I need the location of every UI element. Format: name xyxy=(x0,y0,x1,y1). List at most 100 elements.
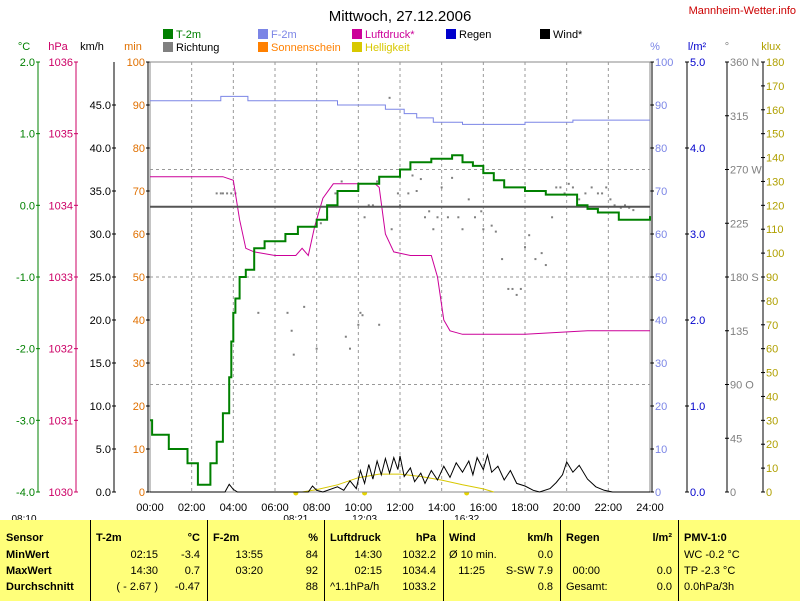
direction-point xyxy=(584,192,587,195)
wind-axis-tick-label: 15.0 xyxy=(90,358,111,370)
weather-chart: Mittwoch, 27.12.2006 Mannheim-Wetter.inf… xyxy=(11,5,796,525)
rain-axis-unit: l/m² xyxy=(688,41,707,53)
direction-point xyxy=(494,230,497,233)
f2m-min-time: 13:55 xyxy=(235,549,263,561)
rain-max-value: 0.0 xyxy=(656,565,672,577)
humid-axis-tick-label: 20 xyxy=(655,401,667,413)
x-tick-label: 18:00 xyxy=(511,502,539,514)
temp-axis-tick-label: -2.0 xyxy=(16,344,35,356)
pressure-axis-unit: hPa xyxy=(48,41,68,53)
direction-point xyxy=(601,192,604,195)
wind-max-value: S-SW 7.9 xyxy=(505,565,553,577)
direction-point xyxy=(359,311,362,314)
temperature-line xyxy=(150,154,651,486)
humid-axis-tick-label: 100 xyxy=(655,57,673,69)
lux-axis-tick-label: 100 xyxy=(766,248,784,260)
direction-point xyxy=(540,252,543,255)
lux-axis-tick-label: 80 xyxy=(766,296,778,308)
wind-axis-tick-label: 25.0 xyxy=(90,272,111,284)
x-tick-label: 04:00 xyxy=(220,502,248,514)
pmv-line-3: 0.0hPa/3h xyxy=(684,581,735,593)
header-regen: Regen xyxy=(566,532,600,544)
temp-axis-tick-label: 1.0 xyxy=(20,129,35,141)
header-t2m: T-2m xyxy=(96,532,122,544)
direction-point xyxy=(226,192,229,195)
lux-axis-tick-label: 110 xyxy=(766,224,784,236)
sun-axis-tick-label: 10 xyxy=(133,444,145,456)
direction-point xyxy=(461,228,464,231)
direction-point xyxy=(367,204,370,207)
sun-axis-tick-label: 0 xyxy=(139,487,145,499)
x-tick-label: 22:00 xyxy=(595,502,623,514)
wind-min-value: 0.0 xyxy=(537,549,553,561)
f2m-max-time: 03:20 xyxy=(235,565,263,577)
direction-point xyxy=(411,174,414,177)
pmv-line-1: WC -0.2 °C xyxy=(684,549,740,561)
pressure-axis-tick-label: 1032 xyxy=(49,344,73,356)
humid-axis-tick-label: 10 xyxy=(655,444,667,456)
lux-axis-tick-label: 170 xyxy=(766,81,784,93)
lux-axis-tick-label: 0 xyxy=(766,487,772,499)
direction-point xyxy=(605,186,608,189)
direction-point xyxy=(609,198,612,201)
x-tick-label: 08:00 xyxy=(303,502,331,514)
wind-axis-tick-label: 0.0 xyxy=(96,487,111,499)
humid-axis-tick-label: 70 xyxy=(655,186,667,198)
wind-axis-tick-label: 5.0 xyxy=(96,444,111,456)
legend-label-t2m: T-2m xyxy=(176,29,201,41)
sun-axis-tick-label: 60 xyxy=(133,229,145,241)
legend-swatch-helligkeit xyxy=(352,42,362,52)
legend-swatch-richtung xyxy=(163,42,173,52)
brightness-line xyxy=(302,473,494,493)
direction-point xyxy=(344,335,347,338)
lux-axis-tick-label: 180 xyxy=(766,57,784,69)
direction-point xyxy=(457,216,460,219)
humid-axis-tick-label: 80 xyxy=(655,143,667,155)
direction-point xyxy=(451,176,454,179)
sun-axis-unit: min xyxy=(124,41,142,53)
header-f2m: F-2m xyxy=(213,532,240,544)
direction-point xyxy=(507,287,510,290)
x-tick-label: 20:00 xyxy=(553,502,581,514)
humidity-line xyxy=(150,95,650,125)
lux-axis-tick-label: 70 xyxy=(766,320,778,332)
direction-point xyxy=(567,182,570,185)
direction-point xyxy=(511,287,514,290)
direction-point xyxy=(501,258,504,261)
t2m-max-value: 0.7 xyxy=(184,565,200,577)
rain-total-value: 0.0 xyxy=(656,581,672,593)
sun-axis-tick-label: 90 xyxy=(133,100,145,112)
humid-axis-unit: % xyxy=(650,41,660,53)
press-min-time: 14:30 xyxy=(354,549,382,561)
header-wind-unit: km/h xyxy=(527,532,553,544)
header-regen-unit: l/m² xyxy=(652,532,672,544)
direction-point xyxy=(303,305,306,308)
legend-label-wind: Wind* xyxy=(553,29,583,41)
humid-axis-tick-label: 60 xyxy=(655,229,667,241)
f2m-avg-value: 88 xyxy=(305,581,318,593)
brand-link[interactable]: Mannheim-Wetter.info xyxy=(689,5,796,17)
direction-point xyxy=(590,186,593,189)
f2m-max-value: 92 xyxy=(305,565,318,577)
lux-axis-tick-label: 130 xyxy=(766,176,784,188)
direction-point xyxy=(559,186,562,189)
lux-axis-unit: klux xyxy=(761,41,781,53)
direction-point xyxy=(221,192,224,195)
x-tick-label: 16:00 xyxy=(470,502,498,514)
stats-row-min: MinWert 02:15 -3.4 13:55 84 14:30 1032.2… xyxy=(0,547,800,563)
temp-axis-unit: °C xyxy=(18,41,30,53)
direction-point xyxy=(219,192,222,195)
pressure-axis-tick-label: 1034 xyxy=(49,200,73,212)
direction-point xyxy=(519,287,522,290)
wind-axis-tick-label: 45.0 xyxy=(90,100,111,112)
x-tick-label: 06:00 xyxy=(261,502,289,514)
legend-label-regen: Regen xyxy=(459,29,491,41)
chart-title: Mittwoch, 27.12.2006 xyxy=(329,8,472,25)
direction-point xyxy=(524,246,526,249)
press-avg-value: 1033.2 xyxy=(402,581,436,593)
direction-axis-tick-label: 45 xyxy=(730,433,742,445)
statistics-panel: Sensor T-2m °C F-2m % Luftdruck hPa Wind… xyxy=(0,520,800,601)
legend-label-helligkeit: Helligkeit xyxy=(365,42,410,54)
x-tick-label: 24:00 xyxy=(636,502,664,514)
